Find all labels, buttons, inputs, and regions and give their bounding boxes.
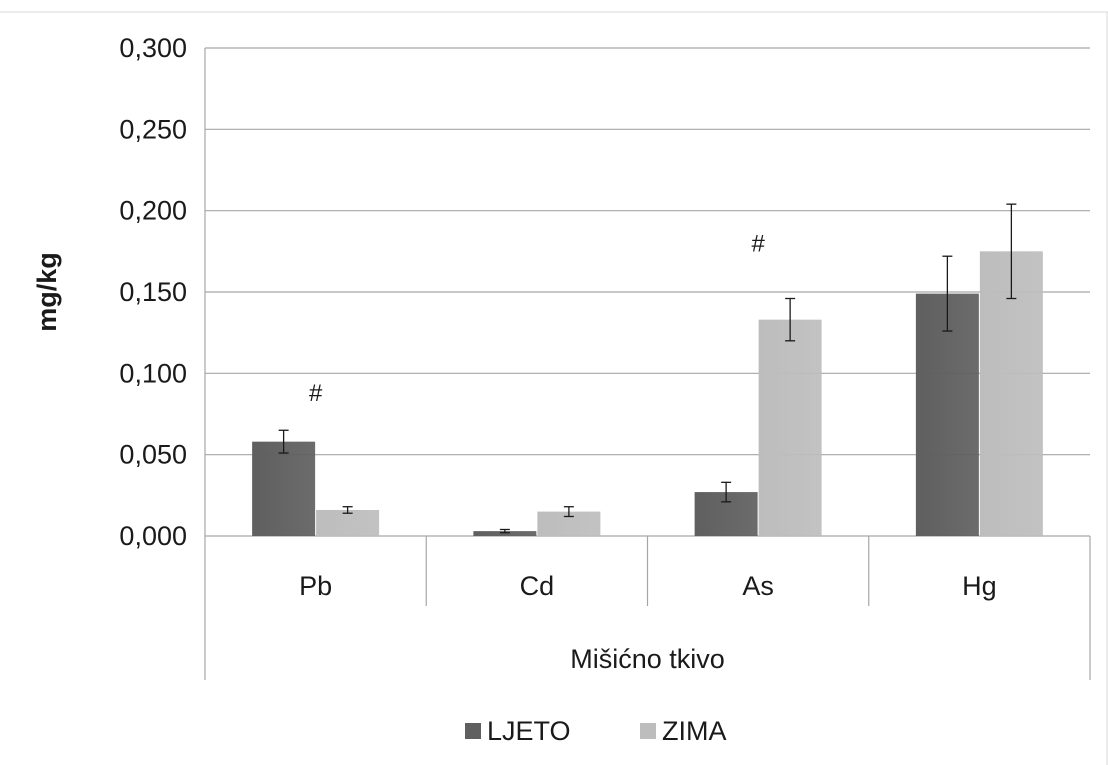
error-bar-zima-as xyxy=(785,297,796,342)
legend-label: LJETO xyxy=(487,716,571,746)
y-tick-label: 0,000 xyxy=(119,521,187,551)
error-bar-zima-hg xyxy=(1006,203,1017,300)
y-tick-label: 0,100 xyxy=(119,358,187,388)
axis-layer: 0,000 0,050 0,100 0,150 0,200 0,250 0,300 Pb Cd A… xyxy=(0,11,1108,765)
legend-item-zima: ZIMA xyxy=(640,716,727,746)
bar-ljeto-pb xyxy=(252,441,316,536)
y-axis-label: mg/kg xyxy=(32,252,62,332)
bar-zima-as xyxy=(758,319,822,536)
legend-swatch xyxy=(465,723,481,739)
legend: LJETO ZIMA xyxy=(465,716,727,746)
x-tick-label-as: As xyxy=(742,571,774,601)
error-bar-zima-pb xyxy=(342,506,353,514)
legend-swatch xyxy=(640,723,656,739)
y-tick-label: 0,300 xyxy=(119,33,187,63)
error-bar-ljeto-as xyxy=(721,481,732,503)
significance-marker: # xyxy=(751,230,765,257)
error-bar-zima-cd xyxy=(563,506,574,518)
legend-item-ljeto: LJETO xyxy=(465,716,571,746)
y-tick-label: 0,200 xyxy=(119,196,187,226)
legend-label: ZIMA xyxy=(662,716,727,746)
error-bar-ljeto-cd xyxy=(499,528,510,534)
grid-layer xyxy=(205,47,1090,537)
bar-zima-pb xyxy=(316,509,380,536)
error-bar-ljeto-hg xyxy=(942,255,953,332)
x-tick-label-hg: Hg xyxy=(962,571,997,601)
y-tick-label: 0,050 xyxy=(119,440,187,470)
error-bar-ljeto-pb xyxy=(278,429,289,454)
significance-marker: # xyxy=(309,380,323,407)
error-bar-layer xyxy=(278,203,1017,534)
bar-layer xyxy=(252,251,1043,537)
x-tick-label-pb: Pb xyxy=(299,571,332,601)
category-group-label: Mišićno tkivo xyxy=(570,644,725,674)
bar-ljeto-cd xyxy=(473,531,537,536)
bar-ljeto-hg xyxy=(915,293,979,536)
y-tick-label: 0,250 xyxy=(119,114,187,144)
annotation-layer: ## xyxy=(309,230,766,407)
y-tick-label: 0,150 xyxy=(119,277,187,307)
x-tick-label-cd: Cd xyxy=(520,571,555,601)
